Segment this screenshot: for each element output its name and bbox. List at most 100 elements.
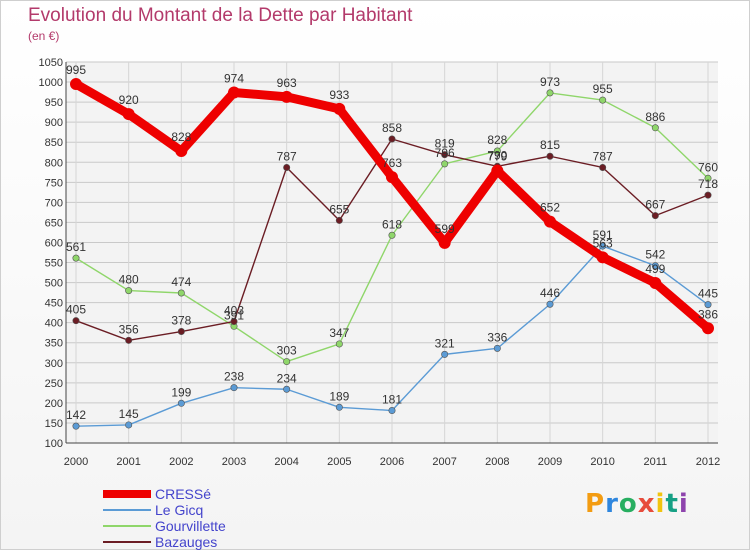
legend-swatch-gourvillette [103,525,151,527]
data-label: 142 [66,408,86,422]
series-lines [70,78,714,430]
data-label: 561 [66,240,86,254]
data-label: 790 [487,148,507,162]
data-point [177,399,185,407]
legend: CRESSé Le Gicq Gourvillette Bazauges [103,486,226,550]
data-label: 336 [487,330,507,344]
x-tick-label: 2002 [169,456,193,468]
y-tick-label: 550 [45,258,63,270]
data-point [546,152,554,160]
data-point [333,102,346,115]
data-label: 652 [540,201,560,215]
data-point [704,174,712,182]
data-label: 886 [645,110,665,124]
data-label: 815 [540,138,560,152]
y-tick-label: 200 [45,398,63,410]
x-tick-label: 2012 [696,456,720,468]
data-point [70,78,82,91]
data-label: 403 [224,303,244,317]
data-label: 480 [119,273,139,287]
data-point [177,289,185,297]
data-point [122,108,135,121]
x-tick-label: 2006 [380,456,404,468]
x-tick-label: 2007 [432,456,456,468]
legend-label-bazauges: Bazauges [155,534,218,550]
x-tick-label: 2003 [222,456,246,468]
data-point [493,147,501,155]
legend-swatch-bazauges [103,541,151,543]
x-tick-label: 2004 [274,456,298,468]
data-point [335,340,343,348]
data-point [544,215,556,228]
data-label: 445 [698,287,718,301]
x-tick-label: 2001 [116,456,140,468]
data-point [599,242,607,250]
y-tick-label: 350 [45,338,63,350]
data-point [546,89,554,97]
data-label: 779 [487,150,507,164]
axes: 100 150 200 250 300 350 400 450 500 550 600 650 700 7… [39,57,721,468]
data-label: 189 [329,389,349,403]
data-point [177,328,185,336]
data-point [335,216,343,224]
data-point [283,163,291,171]
data-point [230,384,238,392]
data-label: 920 [119,93,139,107]
data-label: 145 [119,407,139,421]
data-label: 446 [540,286,560,300]
data-point [388,231,396,239]
data-point [702,322,714,335]
legend-item-le-gicq: Le Gicq [103,502,226,518]
data-point [72,317,80,325]
y-tick-label: 300 [45,358,63,370]
data-point [125,287,133,295]
data-label: 858 [382,121,402,135]
data-label: 321 [435,336,455,350]
data-point [283,385,291,393]
data-label: 796 [435,146,455,160]
data-point [651,212,659,220]
x-tick-label: 2000 [64,456,88,468]
data-point [386,171,398,184]
proxiti-logo: Proxiti [585,489,689,519]
data-point [388,135,396,143]
y-tick-label: 900 [45,117,63,129]
data-label: 347 [329,326,349,340]
data-label: 591 [593,228,613,242]
legend-label-le-gicq: Le Gicq [155,502,204,518]
y-tick-label: 1000 [39,77,63,89]
data-point [335,403,343,411]
line-chart: 100 150 200 250 300 350 400 450 500 550 600 650 700 7… [39,57,721,468]
data-point [441,350,449,358]
data-point [651,262,659,270]
data-label: 763 [382,156,402,170]
data-label: 667 [645,198,665,212]
data-label: 386 [698,307,718,321]
data-label: 356 [119,322,139,336]
chart-subtitle: (en €) [28,29,60,43]
y-tick-label: 850 [45,137,63,149]
legend-item-cresse: CRESSé [103,486,226,502]
data-point [388,407,396,415]
data-point [704,301,712,309]
grid [66,61,718,444]
data-label: 499 [645,262,665,276]
data-point [704,191,712,199]
y-tick-label: 750 [45,177,63,189]
y-tick-label: 1050 [39,57,63,69]
x-tick-label: 2011 [644,456,668,468]
data-label: 181 [382,393,402,407]
data-point [125,336,133,344]
data-point [493,344,501,352]
data-point [72,422,80,430]
data-label: 974 [224,71,244,85]
data-label: 238 [224,370,244,384]
data-label: 618 [382,217,402,231]
x-tick-label: 2009 [538,456,562,468]
data-point [546,300,554,308]
data-point [649,276,662,289]
y-tick-label: 650 [45,217,63,229]
data-point [438,236,451,249]
legend-item-bazauges: Bazauges [103,534,226,550]
chart-title: Evolution du Montant de la Dette par Hab… [28,5,413,26]
